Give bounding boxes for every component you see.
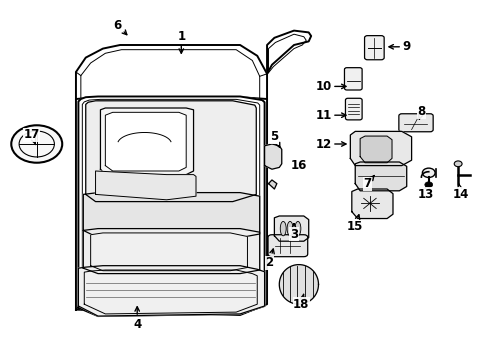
- Text: 4: 4: [133, 307, 141, 330]
- FancyBboxPatch shape: [344, 68, 362, 90]
- Polygon shape: [83, 229, 260, 274]
- Polygon shape: [100, 108, 194, 175]
- Polygon shape: [350, 131, 412, 166]
- Polygon shape: [274, 216, 309, 241]
- Polygon shape: [91, 233, 247, 271]
- Polygon shape: [86, 101, 256, 202]
- Circle shape: [11, 125, 62, 163]
- Text: 6: 6: [114, 19, 127, 35]
- Text: 14: 14: [452, 184, 469, 201]
- Ellipse shape: [280, 221, 286, 236]
- Polygon shape: [83, 193, 260, 238]
- Text: 18: 18: [293, 294, 310, 311]
- Text: 5: 5: [270, 130, 280, 147]
- Polygon shape: [269, 180, 277, 189]
- FancyBboxPatch shape: [365, 36, 384, 60]
- Polygon shape: [265, 144, 282, 169]
- Text: 10: 10: [315, 80, 346, 93]
- FancyBboxPatch shape: [399, 114, 433, 132]
- Text: 9: 9: [389, 40, 411, 53]
- Polygon shape: [105, 112, 186, 171]
- Polygon shape: [96, 171, 196, 200]
- Polygon shape: [355, 162, 407, 191]
- Text: 15: 15: [347, 215, 364, 233]
- FancyBboxPatch shape: [268, 235, 308, 257]
- Circle shape: [422, 168, 435, 177]
- Ellipse shape: [295, 221, 301, 236]
- Polygon shape: [78, 96, 265, 316]
- Text: 12: 12: [315, 138, 346, 150]
- Text: 1: 1: [177, 30, 185, 53]
- Text: 3: 3: [290, 224, 298, 240]
- Polygon shape: [267, 31, 311, 74]
- Ellipse shape: [287, 221, 293, 236]
- Circle shape: [454, 161, 462, 167]
- Text: 16: 16: [291, 159, 307, 172]
- Polygon shape: [360, 136, 392, 163]
- Text: 17: 17: [24, 129, 40, 145]
- Polygon shape: [76, 97, 267, 315]
- Circle shape: [425, 182, 433, 188]
- Text: 8: 8: [417, 105, 425, 119]
- Text: 11: 11: [315, 109, 346, 122]
- Polygon shape: [279, 265, 318, 304]
- Polygon shape: [352, 189, 393, 219]
- Text: 13: 13: [418, 184, 435, 201]
- FancyBboxPatch shape: [345, 98, 362, 120]
- Text: 7: 7: [364, 176, 374, 190]
- Polygon shape: [78, 266, 265, 316]
- Text: 2: 2: [266, 249, 274, 269]
